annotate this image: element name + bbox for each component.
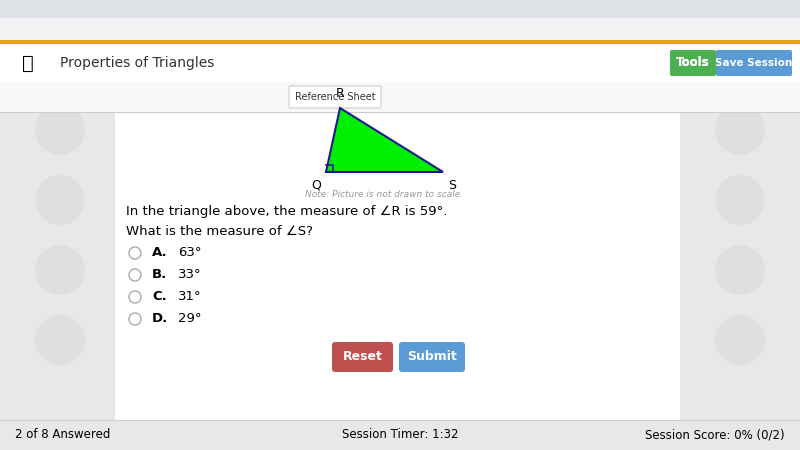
FancyBboxPatch shape [332, 342, 393, 372]
Text: Tools: Tools [676, 57, 710, 69]
Text: Submit: Submit [407, 351, 457, 364]
FancyBboxPatch shape [399, 342, 465, 372]
Text: 29°: 29° [178, 312, 202, 325]
Text: 63°: 63° [178, 247, 202, 260]
Text: A.: A. [152, 247, 168, 260]
Text: Reference Sheet: Reference Sheet [294, 92, 375, 102]
Text: 31°: 31° [178, 291, 202, 303]
Text: What is the measure of ∠S?: What is the measure of ∠S? [126, 225, 313, 238]
Polygon shape [326, 108, 443, 172]
Circle shape [715, 315, 765, 365]
Text: B.: B. [152, 269, 167, 282]
Text: Q: Q [311, 179, 321, 192]
FancyBboxPatch shape [289, 86, 381, 108]
Text: Note: Picture is not drawn to scale.: Note: Picture is not drawn to scale. [306, 190, 463, 199]
Text: 33°: 33° [178, 269, 202, 282]
Circle shape [715, 175, 765, 225]
Text: Tools: Tools [676, 57, 710, 69]
Circle shape [35, 175, 85, 225]
Text: 2 of 8 Answered: 2 of 8 Answered [15, 428, 110, 441]
FancyBboxPatch shape [716, 50, 792, 76]
Text: In the triangle above, the measure of ∠R is 59°.: In the triangle above, the measure of ∠R… [126, 205, 447, 218]
Text: Session Score: 0% (0/2): Session Score: 0% (0/2) [646, 428, 785, 441]
Bar [680, 112, 800, 420]
Bar [115, 112, 680, 420]
Circle shape [35, 105, 85, 155]
Circle shape [35, 245, 85, 295]
Circle shape [35, 315, 85, 365]
Bar [0, 40, 800, 44]
Text: C.: C. [152, 291, 166, 303]
Text: Save Session: Save Session [715, 58, 793, 68]
Bar [0, 0, 800, 18]
Bar [0, 420, 800, 450]
Text: S: S [448, 179, 456, 192]
Circle shape [715, 105, 765, 155]
Bar [0, 44, 800, 82]
Bar [0, 82, 800, 112]
Text: Reset: Reset [342, 351, 382, 364]
Text: Properties of Triangles: Properties of Triangles [60, 56, 214, 70]
Circle shape [715, 245, 765, 295]
FancyBboxPatch shape [670, 50, 716, 76]
Text: Session Timer: 1:32: Session Timer: 1:32 [342, 428, 458, 441]
Bar [0, 112, 115, 420]
Text: R: R [336, 87, 344, 100]
Text: D.: D. [152, 312, 168, 325]
Bar [0, 18, 800, 40]
Text: 🌴: 🌴 [22, 54, 34, 72]
